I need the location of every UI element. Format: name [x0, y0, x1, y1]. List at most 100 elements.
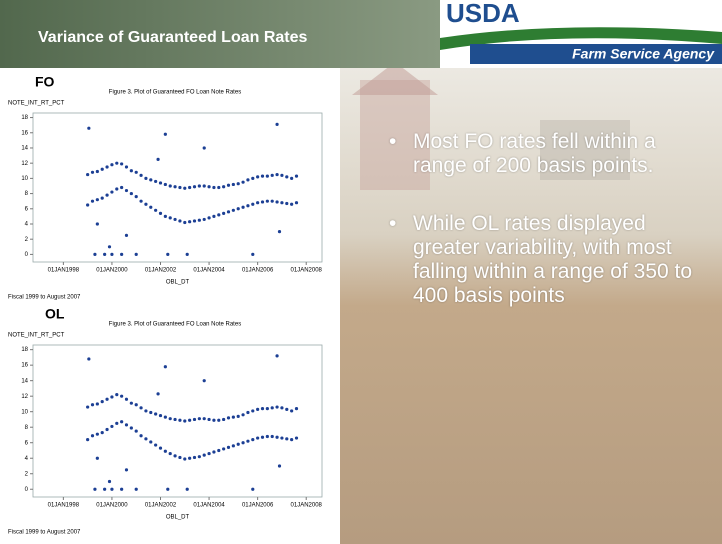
- data-point: [212, 418, 216, 422]
- data-point: [188, 220, 192, 224]
- data-point: [207, 417, 211, 422]
- data-point: [158, 211, 163, 215]
- data-point: [294, 201, 299, 205]
- data-point: [222, 185, 226, 189]
- data-point: [105, 427, 109, 432]
- x-tick-label: 01JAN1998: [48, 268, 80, 274]
- data-point: [95, 432, 99, 436]
- logo-swoosh: [440, 27, 722, 50]
- x-tick-label: 01JAN2004: [193, 268, 225, 274]
- data-point: [124, 233, 129, 237]
- data-point: [251, 487, 255, 491]
- data-point: [158, 181, 163, 185]
- x-tick-label: 01JAN2008: [291, 268, 323, 274]
- data-point: [280, 406, 284, 410]
- data-point: [86, 172, 90, 177]
- data-point: [168, 451, 172, 456]
- y-tick-label: 12: [21, 161, 28, 167]
- data-point: [87, 126, 91, 130]
- data-point: [188, 185, 192, 190]
- chart-label: FO: [35, 74, 55, 90]
- data-point: [173, 217, 177, 222]
- data-point: [168, 216, 172, 220]
- data-point: [256, 175, 260, 179]
- y-tick-label: 6: [25, 440, 29, 446]
- data-point: [197, 417, 201, 421]
- data-point: [183, 419, 187, 423]
- x-tick-label: 01JAN2008: [291, 503, 323, 509]
- data-point: [178, 455, 182, 460]
- data-point: [115, 187, 119, 191]
- data-point: [110, 395, 114, 399]
- data-point: [110, 163, 114, 167]
- plot-frame: [32, 344, 323, 498]
- data-point: [139, 406, 143, 410]
- data-point: [207, 216, 211, 220]
- data-point: [285, 175, 289, 179]
- data-point: [173, 454, 177, 458]
- data-point: [134, 487, 138, 491]
- data-point: [202, 379, 206, 383]
- data-point: [124, 188, 129, 193]
- data-point: [124, 468, 129, 472]
- data-point: [120, 252, 124, 256]
- data-point: [110, 424, 114, 429]
- data-point: [163, 365, 167, 369]
- data-point: [251, 252, 255, 256]
- data-point: [144, 176, 148, 180]
- x-tick-label: 01JAN1998: [48, 503, 80, 509]
- data-point: [120, 185, 124, 190]
- y-tick-label: 10: [21, 176, 28, 182]
- data-point: [241, 413, 245, 417]
- data-point: [212, 450, 216, 454]
- y-tick-label: 6: [25, 206, 29, 212]
- data-point: [280, 436, 284, 440]
- bullet: While OL rates displayed greater variabi…: [385, 212, 705, 308]
- data-point: [95, 198, 99, 202]
- data-point: [110, 252, 114, 256]
- y-tick-label: 4: [25, 222, 29, 228]
- data-point: [90, 170, 95, 174]
- data-point: [290, 202, 294, 206]
- y-tick-label: 2: [25, 237, 29, 243]
- data-point: [265, 174, 269, 178]
- x-axis-label: OBL_DT: [166, 515, 190, 521]
- data-point: [129, 426, 133, 430]
- data-point: [105, 397, 109, 401]
- data-point: [265, 199, 269, 203]
- logo-text: USDA: [446, 0, 520, 28]
- data-point: [251, 202, 255, 206]
- data-point: [134, 429, 138, 433]
- data-point: [275, 435, 279, 439]
- data-point: [124, 397, 129, 401]
- data-point: [95, 402, 99, 406]
- data-point: [149, 178, 153, 182]
- data-point: [185, 487, 189, 491]
- data-point: [139, 199, 143, 203]
- data-point: [236, 207, 240, 211]
- data-point: [134, 252, 138, 256]
- data-point: [163, 132, 167, 136]
- data-point: [87, 357, 91, 361]
- data-point: [202, 417, 206, 421]
- data-point: [236, 182, 240, 186]
- data-point: [154, 208, 158, 212]
- data-point: [197, 455, 201, 459]
- data-point: [178, 418, 182, 422]
- data-point: [226, 210, 231, 214]
- data-point: [188, 456, 192, 460]
- footnote: Fiscal 1999 to August 2007: [8, 295, 81, 301]
- data-point: [163, 449, 167, 453]
- y-tick-label: 8: [25, 425, 29, 431]
- data-point: [115, 393, 119, 397]
- y-tick-label: 18: [21, 115, 28, 121]
- y-tick-label: 16: [21, 130, 28, 136]
- data-point: [265, 434, 269, 439]
- data-point: [134, 403, 138, 407]
- barn-roof: [352, 62, 438, 95]
- data-point: [129, 191, 133, 196]
- y-tick-label: 14: [21, 146, 28, 152]
- data-point: [275, 200, 279, 204]
- data-point: [139, 173, 143, 177]
